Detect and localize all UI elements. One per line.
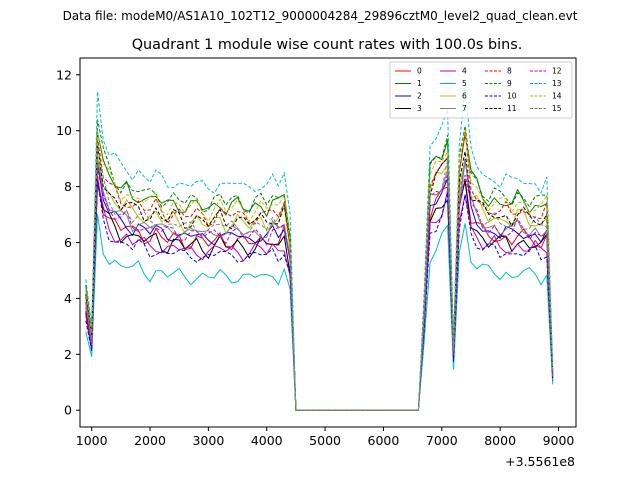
x-tick-label: 9000 — [543, 433, 575, 448]
series-10-line — [85, 180, 554, 411]
series-layer — [85, 88, 554, 411]
y-tick-label: 4 — [64, 291, 72, 306]
y-tick-label: 12 — [56, 67, 72, 82]
x-tick-label: 4000 — [251, 433, 283, 448]
x-tick-label: 2000 — [134, 433, 166, 448]
y-tick-label: 2 — [64, 347, 72, 362]
axis-layer: 1000 2000 3000 4000 5000 6000 7000 8000 9000 0 2 4 6… — [56, 67, 574, 448]
legend-label: 11 — [507, 104, 517, 113]
legend-label: 13 — [552, 79, 562, 88]
x-tick-label: 7000 — [426, 433, 458, 448]
y-tick-label: 8 — [64, 179, 72, 194]
series-6-line — [85, 156, 554, 411]
legend-label: 2 — [417, 92, 422, 101]
legend-label: 5 — [462, 79, 467, 88]
chart-title: Quadrant 1 module wise count rates with … — [132, 37, 523, 53]
data-file-header: Data file: modeM0/AS1A10_102T12_90000042… — [63, 9, 578, 23]
series-8-line — [85, 130, 554, 411]
x-tick-label: 5000 — [309, 433, 341, 448]
legend-label: 1 — [417, 79, 422, 88]
legend-label: 9 — [507, 79, 512, 88]
legend-label: 7 — [462, 104, 467, 113]
x-tick-label: 1000 — [76, 433, 108, 448]
series-9-line — [85, 119, 554, 411]
legend-label: 0 — [417, 67, 422, 76]
series-12-line — [85, 169, 554, 411]
legend-label: 4 — [462, 67, 467, 76]
legend-label: 6 — [462, 92, 467, 101]
series-4-line — [85, 180, 554, 411]
x-tick-label: 6000 — [368, 433, 400, 448]
legend-label: 3 — [417, 104, 422, 113]
x-offset-label: +3.5561e8 — [505, 454, 575, 469]
legend-label: 14 — [552, 92, 562, 101]
y-tick-label: 0 — [64, 403, 72, 418]
series-15-line — [85, 146, 554, 411]
legend-label: 8 — [507, 67, 512, 76]
y-tick-label: 6 — [64, 235, 72, 250]
y-tick-label: 10 — [56, 123, 72, 138]
legend-label: 15 — [552, 104, 562, 113]
series-11-line — [85, 144, 554, 411]
legend-label: 10 — [507, 92, 517, 101]
series-7-line — [85, 160, 554, 411]
series-5-line — [85, 214, 554, 411]
x-tick-label: 8000 — [484, 433, 516, 448]
series-14-line — [85, 129, 554, 411]
x-tick-label: 3000 — [192, 433, 224, 448]
series-13-line — [85, 88, 554, 411]
legend-label: 12 — [552, 67, 562, 76]
legend-box — [389, 61, 573, 119]
plot-frame — [79, 57, 577, 428]
